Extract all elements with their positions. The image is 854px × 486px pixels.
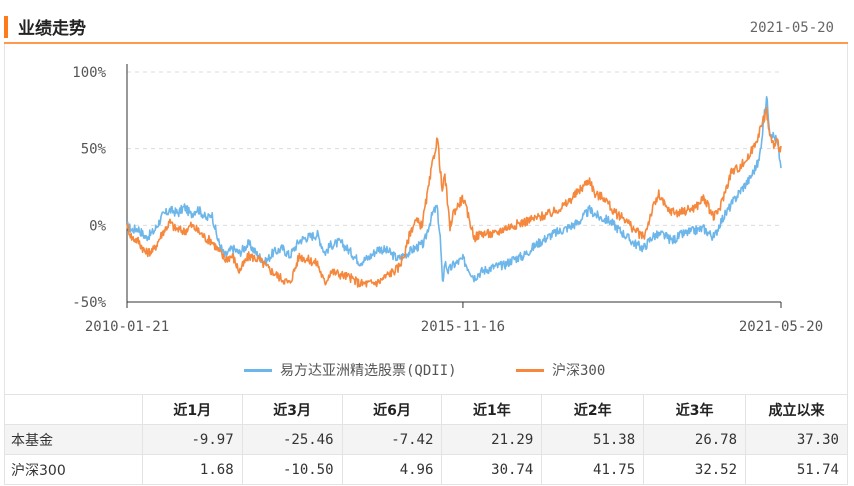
legend-label-index: 沪深300 xyxy=(552,363,606,379)
header-accent-bar xyxy=(4,16,8,38)
table-cell: 51.38 xyxy=(541,424,645,455)
table-header-row: 近1月 近3月 近6月 近1年 近2年 近3年 成立以来 xyxy=(4,394,848,425)
section-header: 业绩走势 2021-05-20 xyxy=(0,0,854,44)
chart-legend: 易方达亚洲精选股票(QDII) 沪深300 xyxy=(0,360,854,382)
table-header-cell: 近1月 xyxy=(141,394,243,425)
y-tick-label: 50% xyxy=(81,142,107,158)
table-header-cell xyxy=(4,394,143,425)
table-header-cell: 近6月 xyxy=(341,394,443,425)
legend-swatch-index xyxy=(516,368,544,372)
x-tick-label: 2021-05-20 xyxy=(739,319,823,335)
table-header-cell: 近1年 xyxy=(441,394,543,425)
header-divider xyxy=(4,42,848,44)
y-tick-label: -50% xyxy=(72,295,106,311)
table-cell: 21.29 xyxy=(441,424,543,455)
row-label: 本基金 xyxy=(4,424,143,455)
row-label: 沪深300 xyxy=(4,454,143,485)
table-cell: 26.78 xyxy=(643,424,747,455)
table-cell: 32.52 xyxy=(643,454,747,485)
table-cell: 37.30 xyxy=(745,424,848,455)
table-row: 本基金 -9.97 -25.46 -7.42 21.29 51.38 26.78… xyxy=(4,424,848,455)
y-tick-label: 0% xyxy=(89,218,106,234)
section-title: 业绩走势 xyxy=(18,19,86,39)
chart-panel xyxy=(4,44,848,394)
table-cell: -7.42 xyxy=(341,424,443,455)
legend-label-fund: 易方达亚洲精选股票(QDII) xyxy=(280,363,457,379)
y-tick-label: 100% xyxy=(72,65,106,81)
x-tick-label: 2010-01-21 xyxy=(85,319,169,335)
performance-chart: 100% 50% 0% -50% 2010-01-21 2015-11-16 2021-05… xyxy=(72,64,823,335)
series-line-index xyxy=(126,106,782,288)
performance-table: 近1月 近3月 近6月 近1年 近2年 近3年 成立以来 本基金 -9.97 -… xyxy=(4,394,848,485)
table-header-cell: 近3月 xyxy=(241,394,343,425)
table-header-cell: 近2年 xyxy=(541,394,645,425)
table-header-cell: 成立以来 xyxy=(745,394,848,425)
table-cell: 1.68 xyxy=(141,454,243,485)
table-cell: 51.74 xyxy=(745,454,848,485)
series-line-fund xyxy=(126,96,782,283)
legend-item-index[interactable]: 沪深300 xyxy=(516,360,605,380)
table-cell: 4.96 xyxy=(341,454,443,485)
legend-item-fund[interactable]: 易方达亚洲精选股票(QDII) xyxy=(244,360,457,380)
table-cell: -25.46 xyxy=(241,424,343,455)
table-row: 沪深300 1.68 -10.50 4.96 30.74 41.75 32.52… xyxy=(4,454,848,485)
x-tick-label: 2015-11-16 xyxy=(421,319,505,335)
as-of-date: 2021-05-20 xyxy=(749,20,834,36)
legend-swatch-fund xyxy=(244,368,272,372)
table-cell: 41.75 xyxy=(541,454,645,485)
table-cell: 30.74 xyxy=(441,454,543,485)
table-cell: -10.50 xyxy=(241,454,343,485)
table-cell: -9.97 xyxy=(141,424,243,455)
table-header-cell: 近3年 xyxy=(643,394,747,425)
